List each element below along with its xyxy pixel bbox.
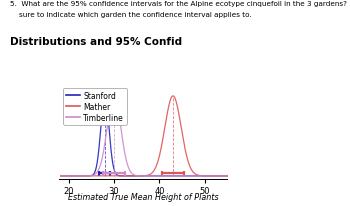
Text: Estimated True Mean Height of Plants: Estimated True Mean Height of Plants xyxy=(68,192,219,201)
Text: Distributions and 95% Confid: Distributions and 95% Confid xyxy=(10,37,183,47)
Legend: Stanford, Mather, Timberline: Stanford, Mather, Timberline xyxy=(63,88,127,125)
Text: 5.  What are the 95% confidence intervals for the Alpine ecotype cinquefoil in t: 5. What are the 95% confidence intervals… xyxy=(10,1,350,7)
Text: sure to indicate which garden the confidence interval applies to.: sure to indicate which garden the confid… xyxy=(10,12,252,18)
